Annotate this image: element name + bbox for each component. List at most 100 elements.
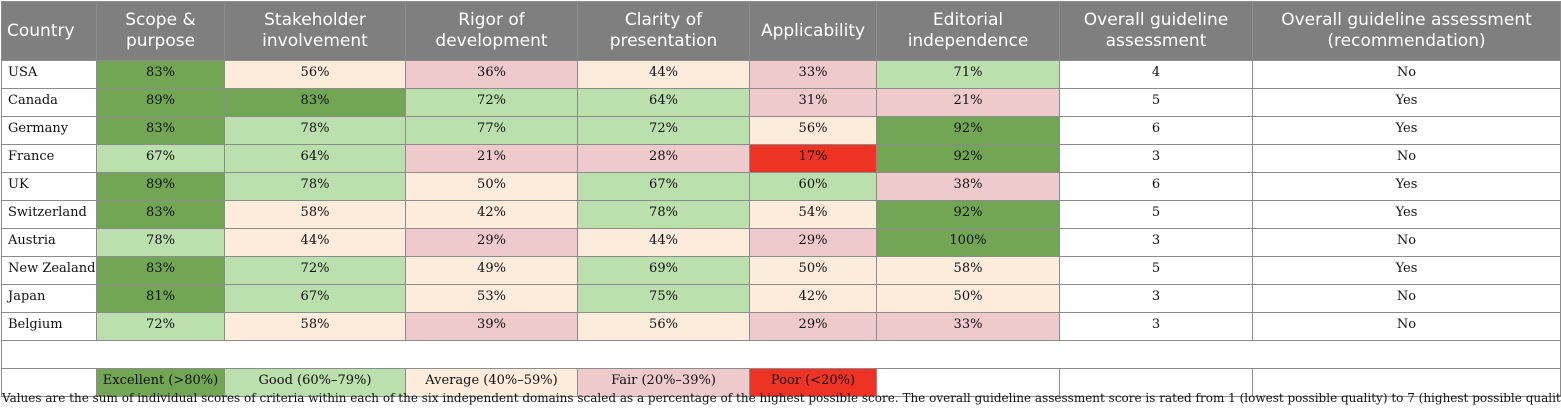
clarity-cell: 44% xyxy=(577,228,750,257)
applicability-cell: 29% xyxy=(749,228,877,257)
editorial-cell: 50% xyxy=(876,284,1060,313)
stakeholder-cell: 83% xyxy=(224,88,406,117)
applicability-cell: 17% xyxy=(749,144,877,173)
rigor-cell: 49% xyxy=(405,256,578,285)
overall-cell: 5 xyxy=(1059,256,1253,285)
table-row: Austria 78% 44% 29% 44% 29% 100% 3 No xyxy=(1,228,1561,257)
applicability-cell: 54% xyxy=(749,200,877,229)
country-cell: USA xyxy=(1,60,97,89)
stakeholder-cell: 58% xyxy=(224,312,406,341)
legend-good: Good (60%–79%) xyxy=(224,368,406,397)
clarity-cell: 28% xyxy=(577,144,750,173)
overall-cell: 3 xyxy=(1059,284,1253,313)
rigor-cell: 36% xyxy=(405,60,578,89)
legend-empty-cell xyxy=(876,368,1060,397)
overall-cell: 3 xyxy=(1059,228,1253,257)
stakeholder-cell: 56% xyxy=(224,60,406,89)
header-stakeholder-involvement: Stakeholder involvement xyxy=(224,1,406,61)
recommendation-cell: No xyxy=(1252,144,1561,173)
overall-cell: 3 xyxy=(1059,312,1253,341)
header-country: Country xyxy=(1,1,97,61)
recommendation-cell: Yes xyxy=(1252,88,1561,117)
stakeholder-cell: 58% xyxy=(224,200,406,229)
overall-cell: 5 xyxy=(1059,88,1253,117)
scope-cell: 89% xyxy=(96,88,225,117)
header-row: Country Scope & purpose Stakeholder invo… xyxy=(1,1,1561,61)
rigor-cell: 21% xyxy=(405,144,578,173)
header-applicability: Applicability xyxy=(749,1,877,61)
editorial-cell: 58% xyxy=(876,256,1060,285)
country-cell: Canada xyxy=(1,88,97,117)
scope-cell: 81% xyxy=(96,284,225,313)
table-row: Canada 89% 83% 72% 64% 31% 21% 5 Yes xyxy=(1,88,1561,117)
clarity-cell: 56% xyxy=(577,312,750,341)
table-row: Japan 81% 67% 53% 75% 42% 50% 3 No xyxy=(1,284,1561,313)
clarity-cell: 69% xyxy=(577,256,750,285)
header-rigor-of-development: Rigor of development xyxy=(405,1,578,61)
legend-empty-cell xyxy=(1252,368,1561,397)
recommendation-cell: Yes xyxy=(1252,172,1561,201)
country-cell: Belgium xyxy=(1,312,97,341)
legend-empty-cell xyxy=(1059,368,1253,397)
header-scope-purpose: Scope & purpose xyxy=(96,1,225,61)
overall-cell: 3 xyxy=(1059,144,1253,173)
spacer-cell xyxy=(1,340,1561,369)
header-clarity-of-presentation: Clarity of presentation xyxy=(577,1,750,61)
scope-cell: 67% xyxy=(96,144,225,173)
rigor-cell: 72% xyxy=(405,88,578,117)
rigor-cell: 39% xyxy=(405,312,578,341)
legend-empty-cell xyxy=(1,368,97,397)
overall-cell: 6 xyxy=(1059,172,1253,201)
country-cell: Switzerland xyxy=(1,200,97,229)
clarity-cell: 78% xyxy=(577,200,750,229)
rigor-cell: 29% xyxy=(405,228,578,257)
rigor-cell: 53% xyxy=(405,284,578,313)
scope-cell: 83% xyxy=(96,116,225,145)
clarity-cell: 67% xyxy=(577,172,750,201)
country-cell: UK xyxy=(1,172,97,201)
applicability-cell: 60% xyxy=(749,172,877,201)
applicability-cell: 33% xyxy=(749,60,877,89)
header-editorial-independence: Editorial independence xyxy=(876,1,1060,61)
recommendation-cell: Yes xyxy=(1252,116,1561,145)
stakeholder-cell: 78% xyxy=(224,172,406,201)
legend-average: Average (40%–59%) xyxy=(405,368,578,397)
table-row: New Zealand 83% 72% 49% 69% 50% 58% 5 Ye… xyxy=(1,256,1561,285)
legend-row: Excellent (>80%) Good (60%–79%) Average … xyxy=(1,368,1561,397)
applicability-cell: 42% xyxy=(749,284,877,313)
table-row: France 67% 64% 21% 28% 17% 92% 3 No xyxy=(1,144,1561,173)
overall-cell: 5 xyxy=(1059,200,1253,229)
stakeholder-cell: 44% xyxy=(224,228,406,257)
guideline-assessment-table: Country Scope & purpose Stakeholder invo… xyxy=(1,1,1561,397)
applicability-cell: 29% xyxy=(749,312,877,341)
country-cell: France xyxy=(1,144,97,173)
legend-excellent: Excellent (>80%) xyxy=(96,368,225,397)
applicability-cell: 31% xyxy=(749,88,877,117)
table-row: UK 89% 78% 50% 67% 60% 38% 6 Yes xyxy=(1,172,1561,201)
table-row: Belgium 72% 58% 39% 56% 29% 33% 3 No xyxy=(1,312,1561,341)
header-overall-assessment: Overall guideline assessment xyxy=(1059,1,1253,61)
header-overall-recommendation: Overall guideline assessment (recommenda… xyxy=(1252,1,1561,61)
stakeholder-cell: 64% xyxy=(224,144,406,173)
table-row: USA 83% 56% 36% 44% 33% 71% 4 No xyxy=(1,60,1561,89)
rigor-cell: 42% xyxy=(405,200,578,229)
editorial-cell: 92% xyxy=(876,144,1060,173)
country-cell: Austria xyxy=(1,228,97,257)
scope-cell: 83% xyxy=(96,200,225,229)
recommendation-cell: Yes xyxy=(1252,256,1561,285)
recommendation-cell: Yes xyxy=(1252,200,1561,229)
scope-cell: 89% xyxy=(96,172,225,201)
editorial-cell: 71% xyxy=(876,60,1060,89)
scope-cell: 72% xyxy=(96,312,225,341)
scope-cell: 83% xyxy=(96,60,225,89)
clarity-cell: 64% xyxy=(577,88,750,117)
stakeholder-cell: 72% xyxy=(224,256,406,285)
applicability-cell: 50% xyxy=(749,256,877,285)
recommendation-cell: No xyxy=(1252,312,1561,341)
applicability-cell: 56% xyxy=(749,116,877,145)
scope-cell: 83% xyxy=(96,256,225,285)
editorial-cell: 92% xyxy=(876,116,1060,145)
table-row: Switzerland 83% 58% 42% 78% 54% 92% 5 Ye… xyxy=(1,200,1561,229)
country-cell: Japan xyxy=(1,284,97,313)
overall-cell: 6 xyxy=(1059,116,1253,145)
